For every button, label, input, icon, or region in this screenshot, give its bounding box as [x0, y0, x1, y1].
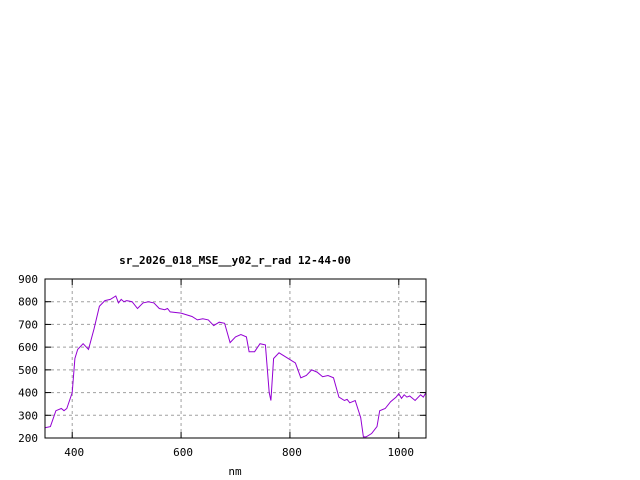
y-tick-label: 700: [18, 318, 38, 331]
plot-border: [44, 278, 427, 439]
series-line: [44, 295, 427, 438]
y-tick-label: 900: [18, 273, 38, 286]
axis-ticks: 200 300 400 500 600 700 800 900 400 600 800 1000: [18, 273, 426, 459]
x-axis-label: nm: [228, 465, 242, 478]
x-tick-label: 1000: [388, 446, 415, 459]
y-tick-label: 800: [18, 296, 38, 309]
y-tick-label: 300: [18, 409, 38, 422]
y-tick-label: 200: [18, 432, 38, 445]
y-tick-label: 400: [18, 387, 38, 400]
y-tick-label: 500: [18, 364, 38, 377]
chart-title: sr_2026_018_MSE__y02_r_rad 12-44-00: [119, 254, 351, 267]
y-tick-label: 600: [18, 341, 38, 354]
x-tick-label: 600: [173, 446, 193, 459]
x-tick-label: 400: [64, 446, 84, 459]
grid: [45, 279, 426, 438]
x-tick-label: 800: [282, 446, 302, 459]
